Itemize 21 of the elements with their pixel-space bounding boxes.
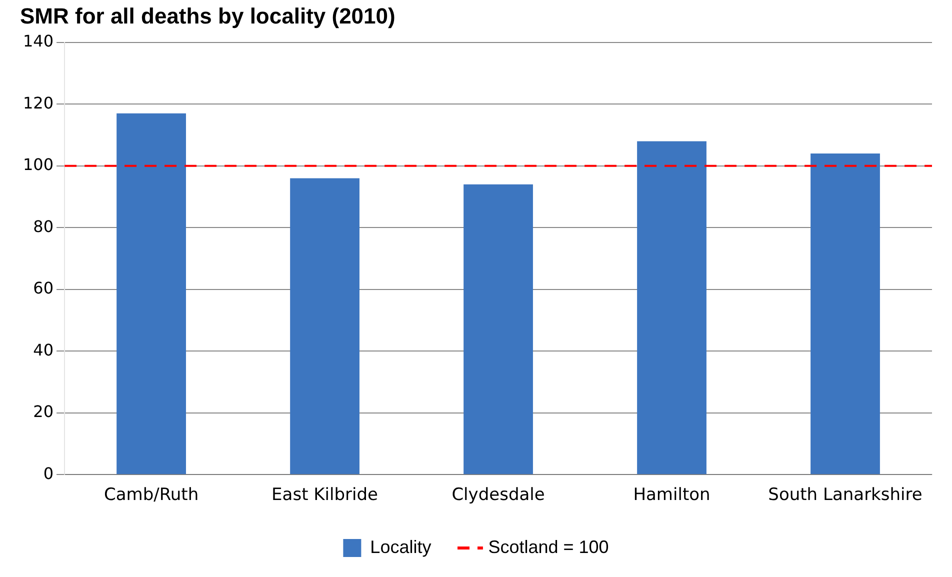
chart-title: SMR for all deaths by locality (2010) [20, 3, 396, 28]
y-tick-label: 140 [22, 32, 54, 51]
y-tick-label: 80 [33, 216, 54, 236]
legend-label: Locality [370, 536, 432, 557]
x-tick-label: Camb/Ruth [104, 485, 199, 506]
y-tick-label: 100 [22, 155, 54, 174]
bar [290, 178, 360, 474]
y-tick-label: 20 [33, 402, 54, 422]
x-tick-label: Clydesdale [452, 485, 545, 506]
bar [810, 154, 880, 474]
bar [637, 141, 706, 474]
x-tick-label: South Lanarkshire [768, 485, 922, 506]
y-tick-label: 40 [33, 340, 54, 360]
y-tick-label: 120 [22, 93, 54, 112]
legend-label: Scotland = 100 [488, 536, 609, 557]
x-tick-label: Hamilton [633, 485, 710, 506]
bar [464, 184, 533, 474]
bar [116, 113, 186, 474]
y-tick-label: 60 [33, 278, 54, 298]
y-tick-label: 0 [43, 464, 54, 483]
x-tick-label: East Kilbride [272, 485, 378, 506]
